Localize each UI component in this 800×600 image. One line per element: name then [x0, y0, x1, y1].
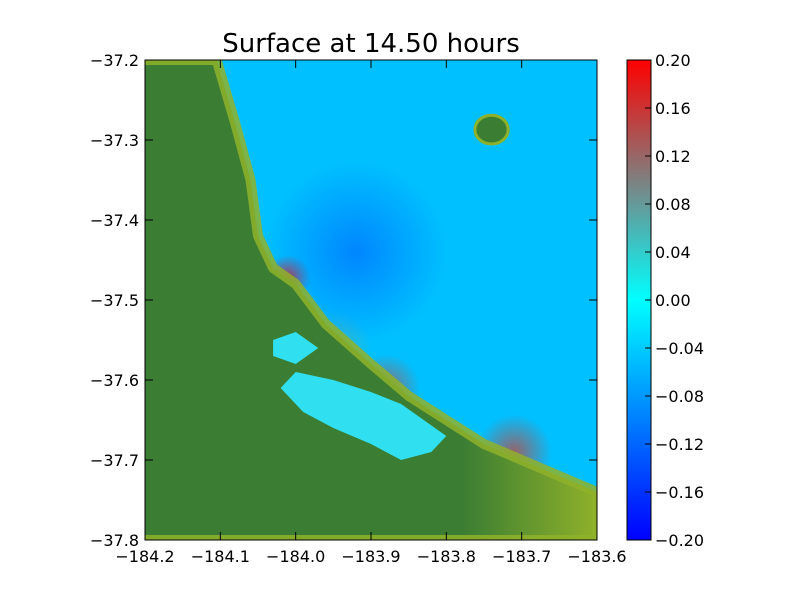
colorbar-tick-label: 0.16	[655, 99, 691, 118]
colorbar-axis: 0.20 0.16 0.12 0.08 0.04 0.00 −0.04 −0.08 −0.12 −…	[645, 51, 704, 550]
x-tick-label: −184.1	[191, 547, 250, 566]
coastline-edge	[145, 60, 597, 540]
x-tick-label: −183.8	[417, 547, 476, 566]
land-mass	[145, 60, 597, 540]
harbour-inlet	[273, 332, 319, 364]
x-axis: −184.2 −184.1 −184.0 −183.9 −183.8 −183.7 −183…	[115, 60, 627, 566]
y-tick-label: −37.4	[90, 211, 139, 230]
x-tick-label: −184.0	[266, 547, 325, 566]
chart-title: Surface at 14.50 hours	[222, 29, 520, 59]
colorbar-tick-label: 0.20	[655, 51, 691, 70]
x-tick-label: −183.6	[567, 547, 626, 566]
colorbar-tick-label: −0.16	[655, 483, 704, 502]
y-tick-label: −37.7	[90, 451, 139, 470]
colorbar-tick-label: 0.08	[655, 195, 691, 214]
colorbar-tick-label: 0.12	[655, 147, 691, 166]
colorbar-tick-label: 0.04	[655, 243, 691, 262]
y-tick-label: −37.8	[90, 531, 139, 550]
y-tick-label: −37.5	[90, 291, 139, 310]
land-layer	[145, 60, 597, 540]
x-tick-label: −183.9	[341, 547, 400, 566]
colorbar-tick-label: −0.20	[655, 531, 704, 550]
y-tick-label: −37.2	[90, 51, 139, 70]
colorbar-tick-label: 0.00	[655, 291, 691, 310]
x-tick-label: −183.7	[492, 547, 551, 566]
plot-area	[145, 60, 597, 540]
y-axis: −37.2 −37.3 −37.4 −37.5 −37.6 −37.7 −37.8	[90, 51, 597, 550]
y-tick-label: −37.6	[90, 371, 139, 390]
colorbar-tick-label: −0.08	[655, 387, 704, 406]
colorbar-tick-label: −0.12	[655, 435, 704, 454]
y-tick-label: −37.3	[90, 131, 139, 150]
x-tick-label: −184.2	[115, 547, 174, 566]
harbour-inlet	[280, 372, 447, 460]
island	[473, 113, 510, 146]
colorbar-tick-label: −0.04	[655, 339, 704, 358]
